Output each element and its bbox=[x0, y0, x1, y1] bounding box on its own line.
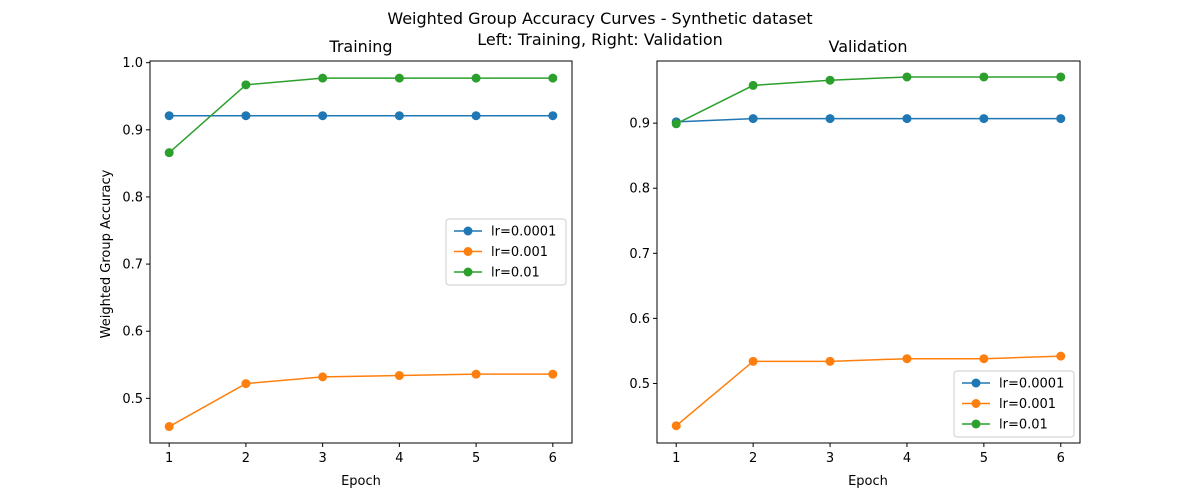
training-series-0-point bbox=[471, 111, 481, 121]
training-series-0-point bbox=[241, 111, 251, 121]
validation-series-2-point bbox=[902, 72, 912, 82]
validation-axes-frame bbox=[656, 60, 1081, 444]
training-series-1-point bbox=[548, 369, 558, 379]
training-ytick-label: 0.5 bbox=[122, 392, 143, 407]
training-series-0-point bbox=[394, 111, 404, 121]
training-series-0-point bbox=[548, 111, 558, 121]
validation-xtick-label: 1 bbox=[672, 451, 680, 466]
validation-series-line-1 bbox=[675, 355, 1061, 427]
validation-series-1-point bbox=[1056, 351, 1066, 361]
training-legend-box bbox=[445, 218, 567, 286]
validation-xtick-label: 4 bbox=[903, 451, 911, 466]
training-legend: lr=0.0001 lr=0.001 lr=0.01 bbox=[445, 218, 567, 286]
training-series-2-point bbox=[471, 73, 481, 83]
training-series-2-point bbox=[241, 80, 251, 90]
training-series-2-point bbox=[394, 73, 404, 83]
validation-xlabel: Epoch bbox=[848, 474, 888, 489]
training-xtick-label: 2 bbox=[242, 451, 250, 466]
validation-xtick-label: 2 bbox=[749, 451, 757, 466]
validation-series-1-point bbox=[748, 356, 758, 366]
validation-xtick-label: 5 bbox=[980, 451, 988, 466]
training-xtick-label: 5 bbox=[472, 451, 480, 466]
training-series-1-point bbox=[394, 371, 404, 381]
figure-suptitle-line2: Left: Training, Right: Validation bbox=[477, 30, 723, 49]
training-legend-marker-2 bbox=[463, 267, 473, 277]
training-ylabel: Weighted Group Accuracy bbox=[99, 169, 114, 338]
training-title: Training bbox=[328, 37, 392, 56]
validation-xtick-label: 6 bbox=[1057, 451, 1065, 466]
validation-series-2-point bbox=[979, 72, 989, 82]
training-series-1-point bbox=[164, 422, 174, 432]
validation-series-0-point bbox=[748, 114, 758, 124]
training-axes-frame bbox=[149, 60, 573, 444]
validation-series-0-point bbox=[902, 114, 912, 124]
validation-ytick-label: 0.9 bbox=[629, 117, 650, 132]
validation-axes: 0.5 0.6 0.7 0.8 0.9 1 2 3 4 5 6 bbox=[629, 60, 1081, 466]
training-ytick-label: 1.0 bbox=[122, 56, 143, 71]
validation-legend-label-1: lr=0.001 bbox=[999, 397, 1056, 412]
training-series-line-1 bbox=[168, 373, 553, 428]
validation-series-layer bbox=[671, 72, 1066, 431]
validation-series-0-point bbox=[979, 114, 989, 124]
validation-legend-marker-0 bbox=[971, 378, 981, 388]
training-series-2-point bbox=[548, 73, 558, 83]
validation-series-2-point bbox=[748, 80, 758, 90]
figure-suptitle-line1: Weighted Group Accuracy Curves - Synthet… bbox=[387, 9, 812, 28]
training-ytick-label: 0.8 bbox=[122, 190, 143, 205]
validation-series-line-0 bbox=[676, 117, 1061, 123]
training-series-1-point bbox=[318, 372, 328, 382]
training-xtick-label: 1 bbox=[165, 451, 173, 466]
training-axes: 0.5 0.6 0.7 0.8 0.9 1.0 1 2 3 4 5 6 bbox=[122, 56, 573, 466]
validation-series-1-point bbox=[979, 354, 989, 364]
validation-series-0-point bbox=[1056, 114, 1066, 124]
training-xtick-label: 3 bbox=[318, 451, 326, 466]
validation-series-0-point bbox=[825, 114, 835, 124]
validation-series-1-point bbox=[902, 354, 912, 364]
training-series-0-point bbox=[318, 111, 328, 121]
training-legend-label-1: lr=0.001 bbox=[491, 245, 548, 260]
training-legend-label-2: lr=0.01 bbox=[491, 266, 540, 281]
training-series-1-point bbox=[241, 379, 251, 389]
validation-ytick-label: 0.5 bbox=[629, 377, 650, 392]
training-xtick-label: 6 bbox=[549, 451, 557, 466]
training-xtick-label: 4 bbox=[395, 451, 403, 466]
training-panel: Training Epoch Weighted Group Accuracy 0… bbox=[99, 37, 573, 489]
training-series-0-point bbox=[164, 111, 174, 121]
validation-ytick-label: 0.7 bbox=[629, 247, 650, 262]
validation-legend-label-2: lr=0.01 bbox=[999, 418, 1048, 433]
validation-legend-marker-2 bbox=[971, 419, 981, 429]
validation-series-2-point bbox=[671, 119, 681, 129]
training-legend-marker-0 bbox=[463, 226, 473, 236]
validation-ytick-label: 0.6 bbox=[629, 312, 650, 327]
training-series-1-point bbox=[471, 369, 481, 379]
training-series-line-2 bbox=[168, 77, 553, 154]
validation-legend-marker-1 bbox=[971, 399, 981, 408]
training-ytick-label: 0.7 bbox=[122, 258, 143, 273]
validation-series-1-point bbox=[671, 421, 681, 431]
training-legend-label-0: lr=0.0001 bbox=[491, 225, 556, 240]
validation-panel: Validation Epoch 0.5 0.6 0.7 0.8 0.9 1 2 3 4 5 6 l… bbox=[629, 37, 1081, 489]
validation-ytick-label: 0.8 bbox=[629, 182, 650, 197]
validation-series-line-2 bbox=[675, 76, 1061, 125]
training-series-2-point bbox=[318, 73, 328, 83]
validation-legend-label-0: lr=0.0001 bbox=[999, 377, 1064, 392]
validation-xtick-label: 3 bbox=[826, 451, 834, 466]
validation-series-1-point bbox=[825, 356, 835, 366]
training-ytick-label: 0.6 bbox=[122, 325, 143, 340]
validation-legend: lr=0.0001 lr=0.001 lr=0.01 bbox=[953, 370, 1075, 438]
validation-series-2-point bbox=[825, 75, 835, 85]
training-series-2-point bbox=[164, 148, 174, 158]
validation-series-2-point bbox=[1056, 72, 1066, 82]
training-ytick-label: 0.9 bbox=[122, 123, 143, 138]
training-xlabel: Epoch bbox=[341, 474, 381, 489]
validation-title: Validation bbox=[828, 37, 907, 56]
validation-legend-box bbox=[953, 370, 1075, 438]
training-series-layer bbox=[164, 73, 558, 432]
training-legend-marker-1 bbox=[463, 247, 473, 256]
